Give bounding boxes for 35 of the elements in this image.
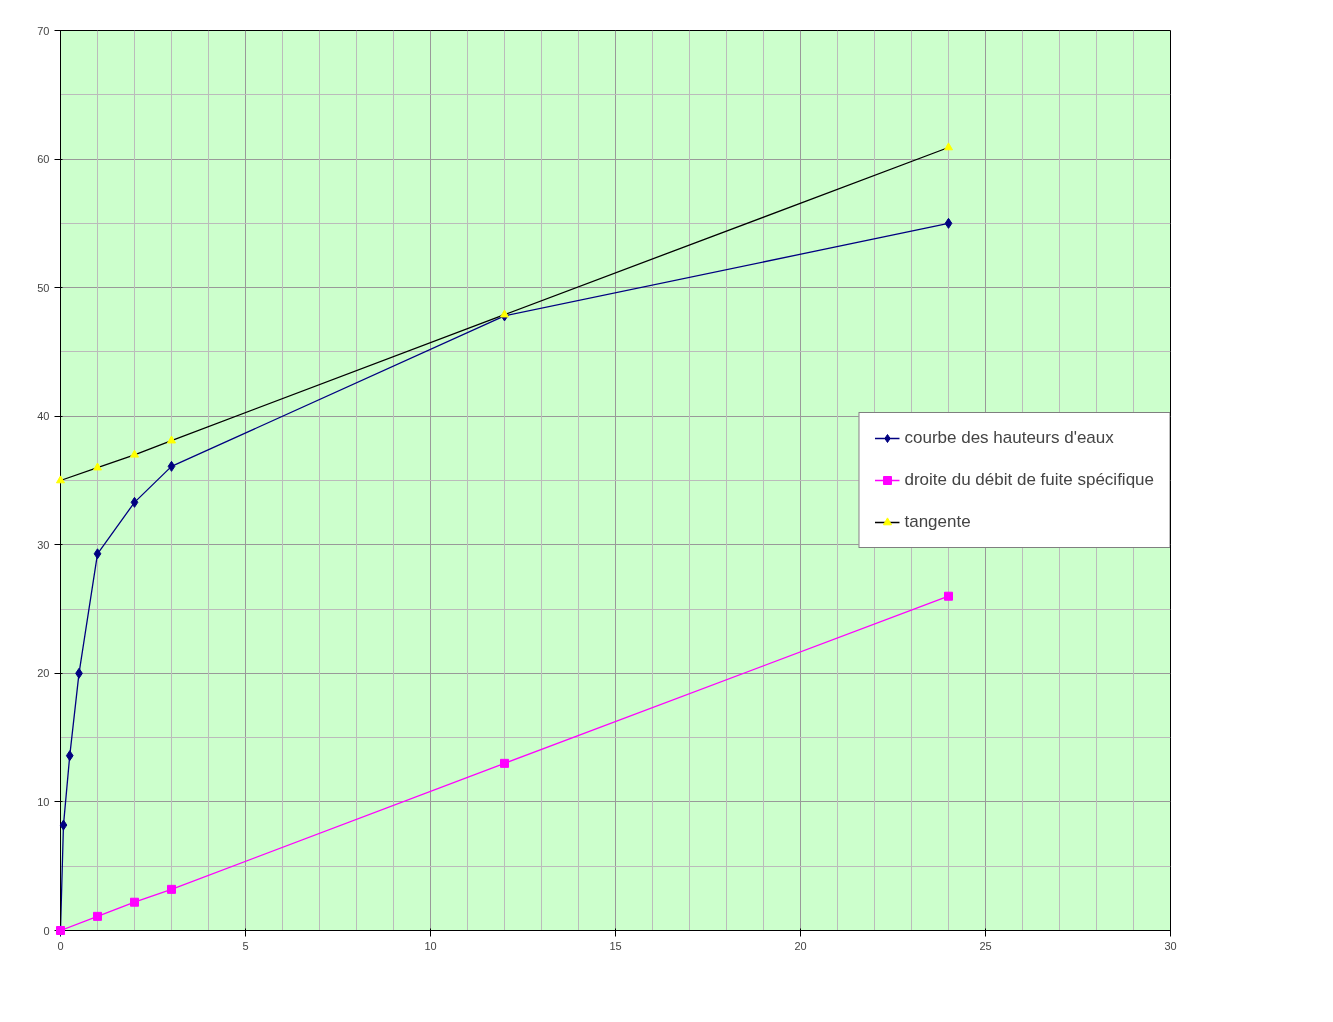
- y-tick-label: 10: [37, 795, 50, 808]
- point: [130, 449, 139, 458]
- point: [500, 758, 509, 768]
- x-tick-label: 15: [609, 939, 622, 952]
- point: [65, 750, 74, 762]
- y-tick-label: 50: [37, 281, 50, 294]
- point: [130, 496, 139, 508]
- point: [167, 460, 176, 472]
- x-tick-label: 30: [1164, 939, 1177, 952]
- point: [93, 548, 102, 560]
- point: [59, 819, 68, 831]
- point: [93, 911, 102, 921]
- point: [167, 435, 176, 444]
- y-tick-label: 40: [37, 410, 50, 423]
- x-tick-label: 20: [794, 939, 807, 952]
- legend-label: droite du débit de fuite spécifique: [904, 470, 1154, 490]
- point: [944, 591, 953, 601]
- point: [944, 217, 953, 229]
- y-tick-label: 0: [43, 924, 50, 937]
- y-tick-label: 20: [37, 667, 50, 680]
- x-tick-label: 10: [424, 939, 437, 952]
- point: [130, 897, 139, 907]
- point: [93, 462, 102, 471]
- point: [56, 475, 65, 484]
- x-tick-label: 0: [57, 939, 64, 952]
- y-tick-label: 70: [37, 24, 50, 37]
- x-tick-label: 25: [979, 939, 992, 952]
- legend-label: tangente: [904, 512, 971, 532]
- y-tick-label: 60: [37, 153, 50, 166]
- point: [167, 884, 176, 894]
- point: [944, 142, 953, 151]
- legend-label: courbe des hauteurs d'eaux: [904, 428, 1114, 448]
- x-tick-label: 5: [242, 939, 249, 952]
- y-tick-label: 30: [37, 538, 50, 551]
- point: [500, 309, 509, 318]
